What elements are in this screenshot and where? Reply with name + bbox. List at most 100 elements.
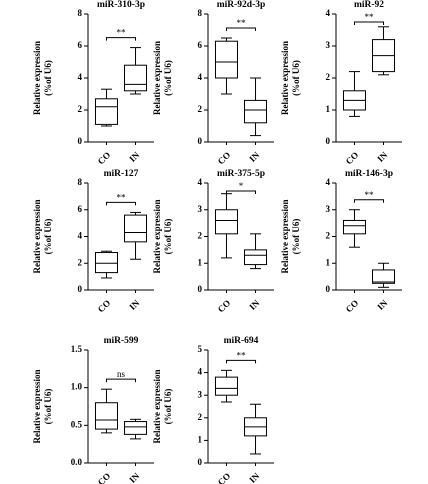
y-tick-label: 6 [78,40,83,50]
y-axis-label: (%of U6) [291,219,301,255]
box [214,40,238,79]
panel-title: miR-310-3p [97,0,145,10]
x-tick-label: IN [247,470,261,484]
significance-label: ** [365,12,375,22]
y-tick-label: 6 [78,204,83,214]
significance-bracket [225,190,257,194]
y-axis-label: Relative expression [32,199,42,273]
y-tick-label: 0 [198,457,203,467]
box [244,249,268,266]
y-axis-label: Relative expression [152,199,162,273]
significance-label: ** [237,18,247,28]
box [124,214,148,243]
panel-title: miR-146-3p [345,169,393,179]
box [124,64,148,92]
y-tick-label: 1.0 [71,382,83,392]
y-axis-label: (%of U6) [163,389,173,425]
box [372,269,396,284]
y-tick-label: 2 [326,231,331,241]
y-tick-label: 5 [198,344,203,354]
panel-title: miR-92 [354,0,384,10]
y-tick-label: 1 [326,104,331,114]
y-axis-label: (%of U6) [291,60,301,96]
x-tick-label: IN [375,149,389,163]
y-tick-label: 4 [78,72,83,82]
box [124,421,148,435]
y-tick-label: 4 [198,367,203,377]
panel-title: miR-694 [224,336,259,346]
y-tick-label: 3 [326,204,331,214]
y-tick-label: 8 [198,8,203,18]
y-axis-label: (%of U6) [43,219,53,255]
box [214,209,238,235]
panel-title: miR-127 [104,169,139,179]
significance-bracket [353,21,385,25]
significance-bracket [105,201,137,206]
y-tick-label: 0 [78,136,83,146]
y-axis-label: (%of U6) [163,219,173,255]
y-axis-label: Relative expression [280,41,290,115]
y-tick-label: 4 [198,72,203,82]
y-tick-label: 2 [198,231,203,241]
x-tick-label: IN [247,149,261,163]
x-tick-label: CO [216,298,233,315]
y-tick-label: 8 [78,8,83,18]
y-axis-label: (%of U6) [43,389,53,425]
y-tick-label: 4 [78,231,83,241]
y-tick-label: 0.0 [71,457,83,467]
y-axis-label: (%of U6) [163,60,173,96]
x-tick-label: IN [127,297,141,311]
significance-bracket [105,37,137,41]
y-tick-label: 2 [78,257,83,267]
x-tick-label: CO [344,150,361,167]
x-tick-label: IN [247,297,261,311]
y-tick-label: 2 [198,412,203,422]
y-tick-label: 1 [326,257,331,267]
y-tick-label: 2 [78,104,83,114]
y-tick-label: 4 [198,177,203,187]
panel-title: miR-375-5p [217,169,265,179]
significance-bracket [225,359,257,364]
panel-title: miR-599 [104,336,139,346]
x-tick-label: CO [216,471,233,484]
box [94,402,118,430]
significance-label: ** [237,350,247,360]
y-axis-label: Relative expression [32,41,42,115]
y-tick-label: 4 [326,177,331,187]
x-tick-label: CO [96,298,113,315]
x-tick-label: IN [375,297,389,311]
y-axis-label: Relative expression [280,199,290,273]
y-axis-label: Relative expression [32,369,42,443]
significance-bracket [225,27,257,31]
x-tick-label: IN [127,149,141,163]
x-tick-label: CO [96,150,113,167]
x-tick-label: CO [216,150,233,167]
y-tick-label: 0 [198,284,203,294]
panel-title: miR-92d-3p [217,0,266,10]
box [342,219,366,235]
significance-label: ns [117,369,126,379]
significance-label: ** [117,192,127,202]
y-tick-label: 0 [326,136,331,146]
x-tick-label: CO [96,471,113,484]
significance-bracket [105,378,137,383]
y-axis-label: Relative expression [152,369,162,443]
y-tick-label: 0 [198,136,203,146]
y-tick-label: 4 [326,8,331,18]
significance-label: ** [117,28,127,38]
box [214,376,238,396]
y-tick-label: 0 [326,284,331,294]
y-tick-label: 3 [198,204,203,214]
box [94,98,118,125]
y-tick-label: 2 [326,72,331,82]
y-tick-label: 1 [198,257,203,267]
y-axis-label: (%of U6) [43,60,53,96]
y-tick-label: 6 [198,40,203,50]
box [94,252,118,274]
y-tick-label: 8 [78,177,83,187]
y-tick-label: 0.5 [71,419,83,429]
x-tick-label: IN [127,470,141,484]
y-tick-label: 2 [198,104,203,114]
y-tick-label: 0 [78,284,83,294]
